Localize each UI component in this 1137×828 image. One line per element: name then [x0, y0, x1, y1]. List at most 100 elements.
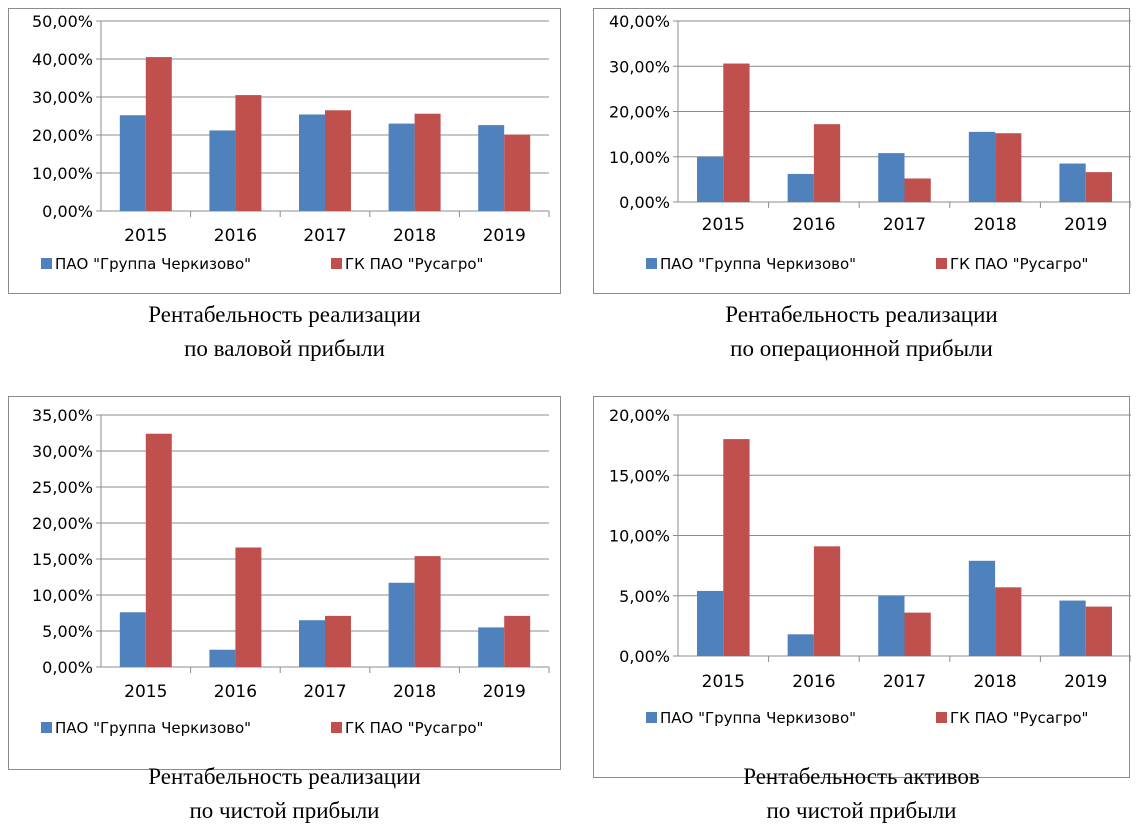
legend-swatch-series-1	[41, 722, 52, 733]
legend: ПАО "Группа Черкизово" ГК ПАО "Русагро"	[646, 709, 1088, 727]
legend: ПАО "Группа Черкизово" ГК ПАО "Русагро"	[646, 255, 1088, 273]
bar-chart: 0,00% 5,00% 10,00% 15,00% 20,00% 2015 2016 2017…	[609, 406, 1131, 727]
x-tick-label: 2019	[1064, 215, 1107, 235]
y-tick-label: 10,00%	[609, 148, 670, 167]
y-tick-label: 30,00%	[32, 88, 93, 107]
bar-chart: 0,00% 10,00% 20,00% 30,00% 40,00% 50,00% 2015 2…	[32, 12, 550, 273]
caption-line-2: по операционной прибыли	[730, 336, 993, 361]
bar-series-2	[414, 556, 441, 667]
y-tick-label: 50,00%	[32, 12, 93, 31]
bar-series-1	[299, 114, 325, 211]
bar-series-1	[478, 627, 505, 667]
bar-series-1	[697, 590, 724, 656]
bar-series-1	[299, 620, 325, 667]
x-tick-label: 2015	[702, 215, 745, 235]
bar-series-1	[697, 156, 724, 202]
x-tick-label: 2017	[883, 672, 926, 692]
bar-series-2	[995, 133, 1022, 202]
x-tick-label: 2019	[483, 226, 526, 246]
chart-frame: 0,00% 5,00% 10,00% 15,00% 20,00% 25,00% 30,00%…	[8, 396, 561, 770]
x-tick-label: 2016	[792, 215, 835, 235]
y-tick-label: 15,00%	[32, 550, 93, 569]
chart-caption: Рентабельность реализации по чистой приб…	[8, 760, 561, 828]
bar-series-2	[325, 615, 351, 667]
bar-series-1	[209, 649, 236, 667]
y-tick-label: 40,00%	[609, 12, 670, 31]
legend: ПАО "Группа Черкизово" ГК ПАО "Русагро"	[41, 255, 483, 273]
bar-series-2	[904, 178, 931, 202]
x-tick-label: 2017	[883, 215, 926, 235]
bar-series-1	[1059, 600, 1086, 656]
x-tick-label: 2018	[973, 672, 1016, 692]
caption-line-1: Рентабельность реализации	[725, 302, 998, 327]
y-tick-label: 25,00%	[32, 478, 93, 497]
chart-frame: 0,00% 10,00% 20,00% 30,00% 40,00% 50,00% 2015 2…	[8, 8, 561, 294]
chart-frame: 0,00% 5,00% 10,00% 15,00% 20,00% 2015 2016 2017…	[593, 396, 1131, 778]
bar-series-1	[878, 153, 905, 202]
caption-line-2: по чистой прибыли	[189, 798, 380, 823]
x-tick-label: 2015	[124, 682, 167, 702]
chart-caption: Рентабельность активов по чистой прибыли	[593, 760, 1130, 828]
legend-swatch-series-2	[936, 258, 947, 269]
y-tick-label: 20,00%	[609, 103, 670, 122]
legend-swatch-series-1	[41, 258, 52, 269]
caption-line-1: Рентабельность активов	[743, 764, 980, 789]
chart-frame: 0,00% 10,00% 20,00% 30,00% 40,00% 2015 2016 201…	[593, 8, 1131, 294]
legend-label-series-2: ГК ПАО "Русагро"	[345, 255, 483, 273]
bar-series-1	[968, 560, 996, 656]
legend-swatch-series-1	[646, 712, 657, 723]
bar-series-1	[787, 634, 814, 656]
legend: ПАО "Группа Черкизово" ГК ПАО "Русагро"	[41, 719, 483, 737]
x-tick-label: 2015	[124, 226, 167, 246]
caption-line-1: Рентабельность реализации	[148, 302, 421, 327]
x-tick-label: 2018	[393, 682, 436, 702]
y-tick-label: 10,00%	[609, 527, 670, 546]
legend-label-series-1: ПАО "Группа Черкизово"	[55, 719, 251, 737]
x-tick-label: 2018	[973, 215, 1016, 235]
y-tick-label: 0,00%	[42, 658, 93, 677]
caption-line-2: по чистой прибыли	[766, 798, 957, 823]
bar-series-1	[388, 123, 415, 211]
legend-swatch-series-1	[646, 258, 657, 269]
y-tick-label: 10,00%	[32, 164, 93, 183]
legend-label-series-2: ГК ПАО "Русагро"	[950, 255, 1088, 273]
bar-series-1	[968, 131, 996, 202]
caption-line-1: Рентабельность реализации	[148, 764, 421, 789]
bar-series-2	[723, 439, 750, 656]
y-tick-label: 40,00%	[32, 50, 93, 69]
bar-series-1	[787, 173, 814, 202]
x-tick-label: 2019	[1064, 672, 1107, 692]
x-tick-label: 2018	[393, 226, 436, 246]
y-tick-label: 5,00%	[619, 587, 670, 606]
y-tick-label: 15,00%	[609, 466, 670, 485]
bar-series-1	[119, 612, 146, 667]
bar-series-1	[209, 130, 236, 211]
bar-series-2	[235, 95, 262, 211]
x-tick-label: 2017	[303, 682, 346, 702]
x-tick-label: 2016	[214, 682, 257, 702]
y-tick-label: 35,00%	[32, 406, 93, 425]
bar-series-2	[504, 615, 531, 667]
y-tick-label: 0,00%	[619, 647, 670, 666]
bar-chart: 0,00% 10,00% 20,00% 30,00% 40,00% 2015 2016 201…	[609, 12, 1131, 273]
y-tick-label: 5,00%	[42, 622, 93, 641]
y-tick-label: 0,00%	[42, 202, 93, 221]
bar-chart: 0,00% 5,00% 10,00% 15,00% 20,00% 25,00% 30,00%…	[32, 406, 550, 737]
bar-series-1	[119, 115, 146, 211]
x-tick-label: 2016	[792, 672, 835, 692]
bar-series-2	[904, 612, 931, 656]
legend-swatch-series-2	[331, 722, 342, 733]
legend-label-series-1: ПАО "Группа Черкизово"	[55, 255, 251, 273]
y-tick-label: 30,00%	[609, 57, 670, 76]
legend-label-series-1: ПАО "Группа Черкизово"	[660, 709, 856, 727]
y-tick-label: 20,00%	[32, 126, 93, 145]
chart-caption: Рентабельность реализации по операционно…	[593, 298, 1130, 366]
legend-swatch-series-2	[331, 258, 342, 269]
bar-series-1	[388, 582, 415, 667]
bar-series-2	[145, 57, 172, 211]
bar-series-2	[995, 587, 1022, 656]
x-tick-label: 2016	[214, 226, 257, 246]
y-tick-label: 10,00%	[32, 586, 93, 605]
bar-series-2	[813, 546, 841, 656]
y-tick-label: 0,00%	[619, 193, 670, 212]
